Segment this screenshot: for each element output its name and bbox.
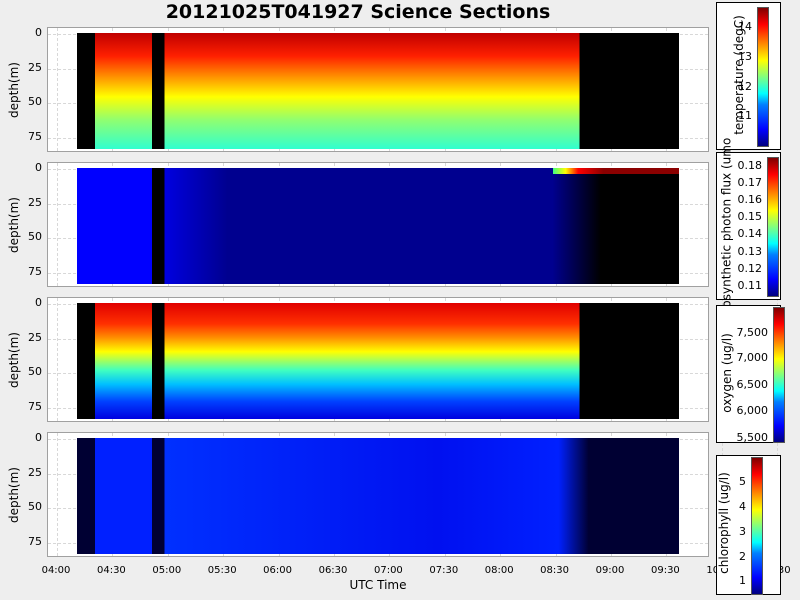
colorbar-tick-label: 11 (738, 109, 752, 122)
x-tick-label: 09:30 (650, 565, 680, 576)
grid-line-vertical (57, 163, 58, 286)
colorbar-tick-label: 0.12 (737, 262, 763, 275)
colorbar-gradient (773, 307, 785, 443)
colorbar-gradient (757, 7, 769, 147)
x-tick-label: 06:30 (318, 565, 348, 576)
colorbar-oxygen: oxygen (ug/l) (716, 305, 785, 443)
colorbar-tick-label: 12 (738, 80, 752, 93)
colorbar-tick-label: 1 (739, 574, 746, 587)
colorbar-tick-label: 0.16 (737, 193, 763, 206)
colorbar-tick-label: 0.14 (737, 227, 763, 240)
colorbar-tick-label: 5,500 (736, 431, 769, 444)
colorbar-tick-label: 0.13 (737, 245, 763, 258)
temperature-section-plot (47, 27, 779, 152)
colorbar-tick-label: 6,000 (736, 404, 769, 417)
oxygen-heatmap (77, 303, 679, 419)
x-tick-label: 04:30 (96, 565, 126, 576)
y-tick-label: 0 (35, 161, 42, 174)
colorbar-tick-label: 0.15 (737, 210, 763, 223)
colorbar-tick-label: 7,500 (736, 326, 769, 339)
colorbar-tick-label: 0.11 (737, 279, 763, 292)
x-tick-label: 05:00 (152, 565, 182, 576)
colorbar-tick-label: 4 (739, 500, 746, 513)
colorbar-tick-label: 14 (738, 20, 752, 33)
chlorophyll-section-plot (47, 432, 779, 557)
y-tick-label: 50 (28, 230, 42, 243)
y-tick-label: 25 (28, 330, 42, 344)
y-tick-label: 50 (28, 95, 42, 108)
colorbar-tick-label: 0.18 (737, 159, 763, 172)
colorbar-tick-label: 6,500 (736, 378, 769, 391)
colorbar-tick-label: 13 (738, 50, 752, 63)
y-tick-label: 0 (35, 26, 42, 39)
colorbar-label: oxygen (ug/l) (719, 333, 734, 413)
chart-title: 20121025T041927 Science Sections (165, 1, 551, 23)
colorbar-tick-label: 5 (739, 475, 746, 488)
x-tick-label: 07:30 (429, 565, 459, 576)
x-tick-label: 07:00 (373, 565, 403, 576)
x-tick-label: 08:30 (540, 565, 570, 576)
grid-line-vertical (57, 28, 58, 151)
y-tick-label: 0 (35, 431, 42, 444)
colorbar-chlorophyll: chlorophyll (ug/l) (716, 455, 781, 595)
photon-flux-heatmap (77, 168, 679, 284)
y-tick-label: 75 (28, 264, 42, 278)
surface-flux-band (553, 168, 679, 174)
x-tick-label: 06:00 (263, 565, 293, 576)
x-tick-label: 09:00 (595, 565, 625, 576)
temperature-heatmap (77, 33, 679, 149)
chlorophyll-heatmap (77, 438, 679, 554)
colorbar-tick-label: 3 (739, 525, 746, 538)
x-axis-label: UTC Time (349, 578, 407, 592)
x-axis-ticks: 04:00 04:30 05:00 05:30 06:00 06:30 07:00 07:30… (0, 565, 791, 579)
y-tick-label: 0 (35, 296, 42, 309)
grid-line-vertical (57, 298, 58, 421)
colorbar-tick-label: 7,000 (736, 351, 769, 364)
y-tick-label: 25 (28, 60, 42, 74)
y-tick-label: 75 (28, 129, 42, 143)
y-tick-label: 75 (28, 534, 42, 548)
colorbar-tick-label: 2 (739, 550, 746, 563)
x-tick-label: 05:30 (207, 565, 237, 576)
y-tick-label: 75 (28, 399, 42, 413)
y-tick-label: 25 (28, 465, 42, 479)
colorbar-gradient (751, 457, 763, 595)
grid-line-vertical (57, 433, 58, 556)
photon-flux-section-plot (47, 162, 779, 287)
oxygen-section-plot (47, 297, 779, 422)
y-tick-label: 25 (28, 195, 42, 209)
y-tick-label: 50 (28, 500, 42, 513)
y-tick-label: 50 (28, 365, 42, 378)
colorbar-temperature: temperature (degC) (716, 2, 781, 150)
colorbar-tick-label: 0.17 (737, 176, 763, 189)
colorbar-gradient (767, 157, 779, 297)
x-tick-label: 08:00 (484, 565, 514, 576)
x-tick-label: 04:00 (41, 565, 71, 576)
colorbar-photon-flux: tosynthetic photon flux (umo (716, 138, 781, 312)
